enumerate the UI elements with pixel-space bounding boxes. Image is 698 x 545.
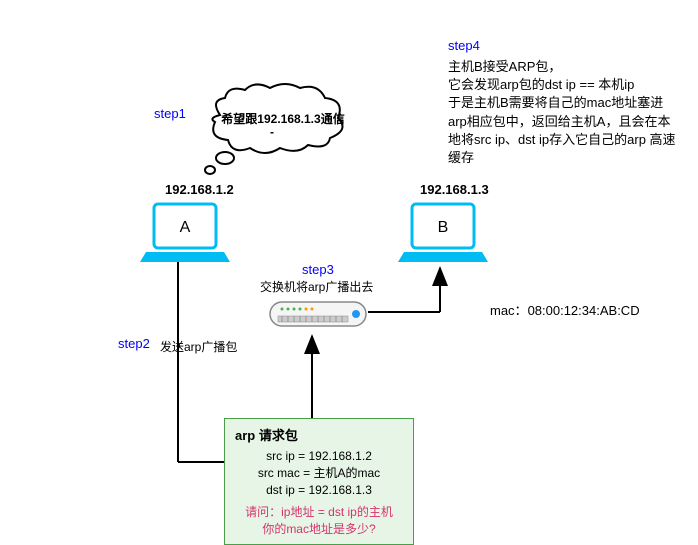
thought-cloud: 希望跟192.168.1.3通信 -	[190, 80, 360, 175]
mac-text: mac：08:00:12:34:AB:CD	[490, 300, 640, 319]
host-b-name: B	[438, 219, 449, 236]
step2-text: 发送arp广播包	[160, 338, 237, 355]
arp-title: arp 请求包	[235, 425, 403, 444]
host-a-name: A	[180, 219, 191, 236]
step2-label: step2	[118, 336, 150, 351]
step3-label: step3	[302, 262, 334, 277]
arp-request-box: arp 请求包 src ip = 192.168.1.2 src mac = 主…	[224, 418, 414, 545]
arp-question: 请问：ip地址 = dst ip的主机 你的mac地址是多少?	[235, 504, 403, 538]
network-switch	[268, 296, 368, 332]
mac-prefix: mac：	[490, 303, 528, 318]
arp-q2: 你的mac地址是多少?	[262, 522, 375, 536]
mac-value: 08:00:12:34:AB:CD	[528, 303, 640, 318]
arp-dst-ip: dst ip = 192.168.1.3	[235, 482, 403, 499]
step3-text: 交换机将arp广播出去	[260, 278, 373, 295]
cloud-dash: -	[270, 125, 274, 139]
host-a-ip: 192.168.1.2	[165, 182, 234, 197]
step1-label: step1	[154, 106, 186, 121]
host-b-ip: 192.168.1.3	[420, 182, 489, 197]
arp-src-ip: src ip = 192.168.1.2	[235, 448, 403, 465]
step4-text: 主机B接受ARP包，它会发现arp包的dst ip == 本机ip于是主机B需要…	[448, 58, 678, 167]
arp-src-mac: src mac = 主机A的mac	[235, 465, 403, 482]
step4-label: step4	[448, 38, 480, 53]
host-b-laptop: B	[398, 200, 488, 270]
cloud-text: 希望跟192.168.1.3通信	[218, 110, 348, 127]
arp-q1: 请问：ip地址 = dst ip的主机	[245, 505, 393, 519]
host-a-laptop: A	[140, 200, 230, 270]
